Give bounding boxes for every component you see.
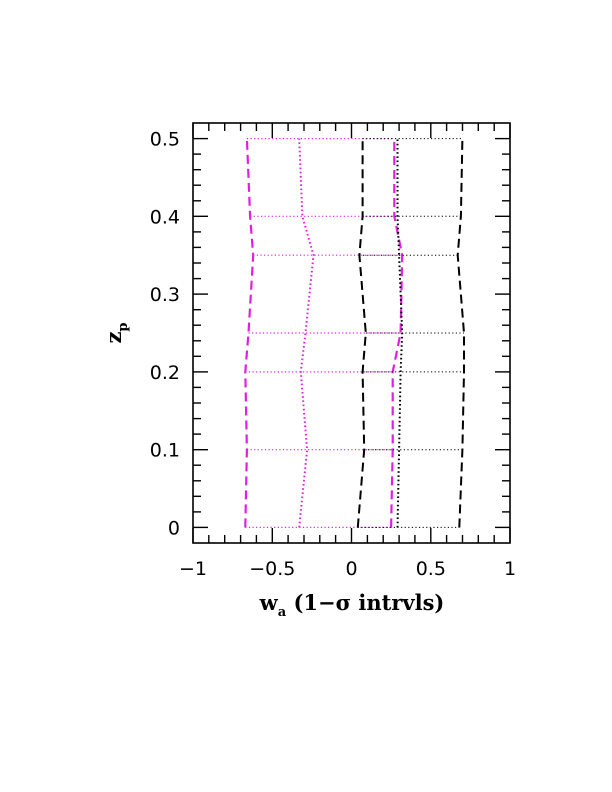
y-tick-label-0: 0 bbox=[168, 517, 180, 539]
x-axis-title-sub: a bbox=[278, 605, 287, 620]
x-tick-label-2: 0 bbox=[345, 558, 357, 580]
x-axis-title-rest: (1−σ intrvls) bbox=[286, 590, 444, 615]
data-layer bbox=[244, 138, 465, 529]
y-axis-title-sub: p bbox=[116, 322, 131, 331]
y-tick-label-5: 0.5 bbox=[150, 129, 180, 151]
y-axis-title-main: z bbox=[101, 332, 126, 344]
x-axis-title: wa (1−σ intrvls) bbox=[259, 590, 445, 620]
ticks-layer bbox=[192, 123, 511, 543]
x-axis-title-main: w bbox=[259, 590, 279, 615]
y-tick-label-1: 0.1 bbox=[150, 440, 180, 462]
y-tick-label-2: 0.2 bbox=[150, 362, 180, 384]
x-tick-label-3: 0.5 bbox=[416, 558, 446, 580]
x-tick-label-4: 1 bbox=[504, 558, 516, 580]
tick-labels-layer: −1 −0.5 0 0.5 1 0 0.1 0.2 0.3 0.4 0.5 bbox=[150, 129, 516, 580]
y-axis-title: zp bbox=[101, 322, 131, 343]
x-tick-label-1: −0.5 bbox=[249, 558, 295, 580]
x-tick-label-0: −1 bbox=[179, 558, 207, 580]
y-tick-label-4: 0.4 bbox=[150, 206, 180, 228]
y-tick-label-3: 0.3 bbox=[150, 284, 180, 306]
